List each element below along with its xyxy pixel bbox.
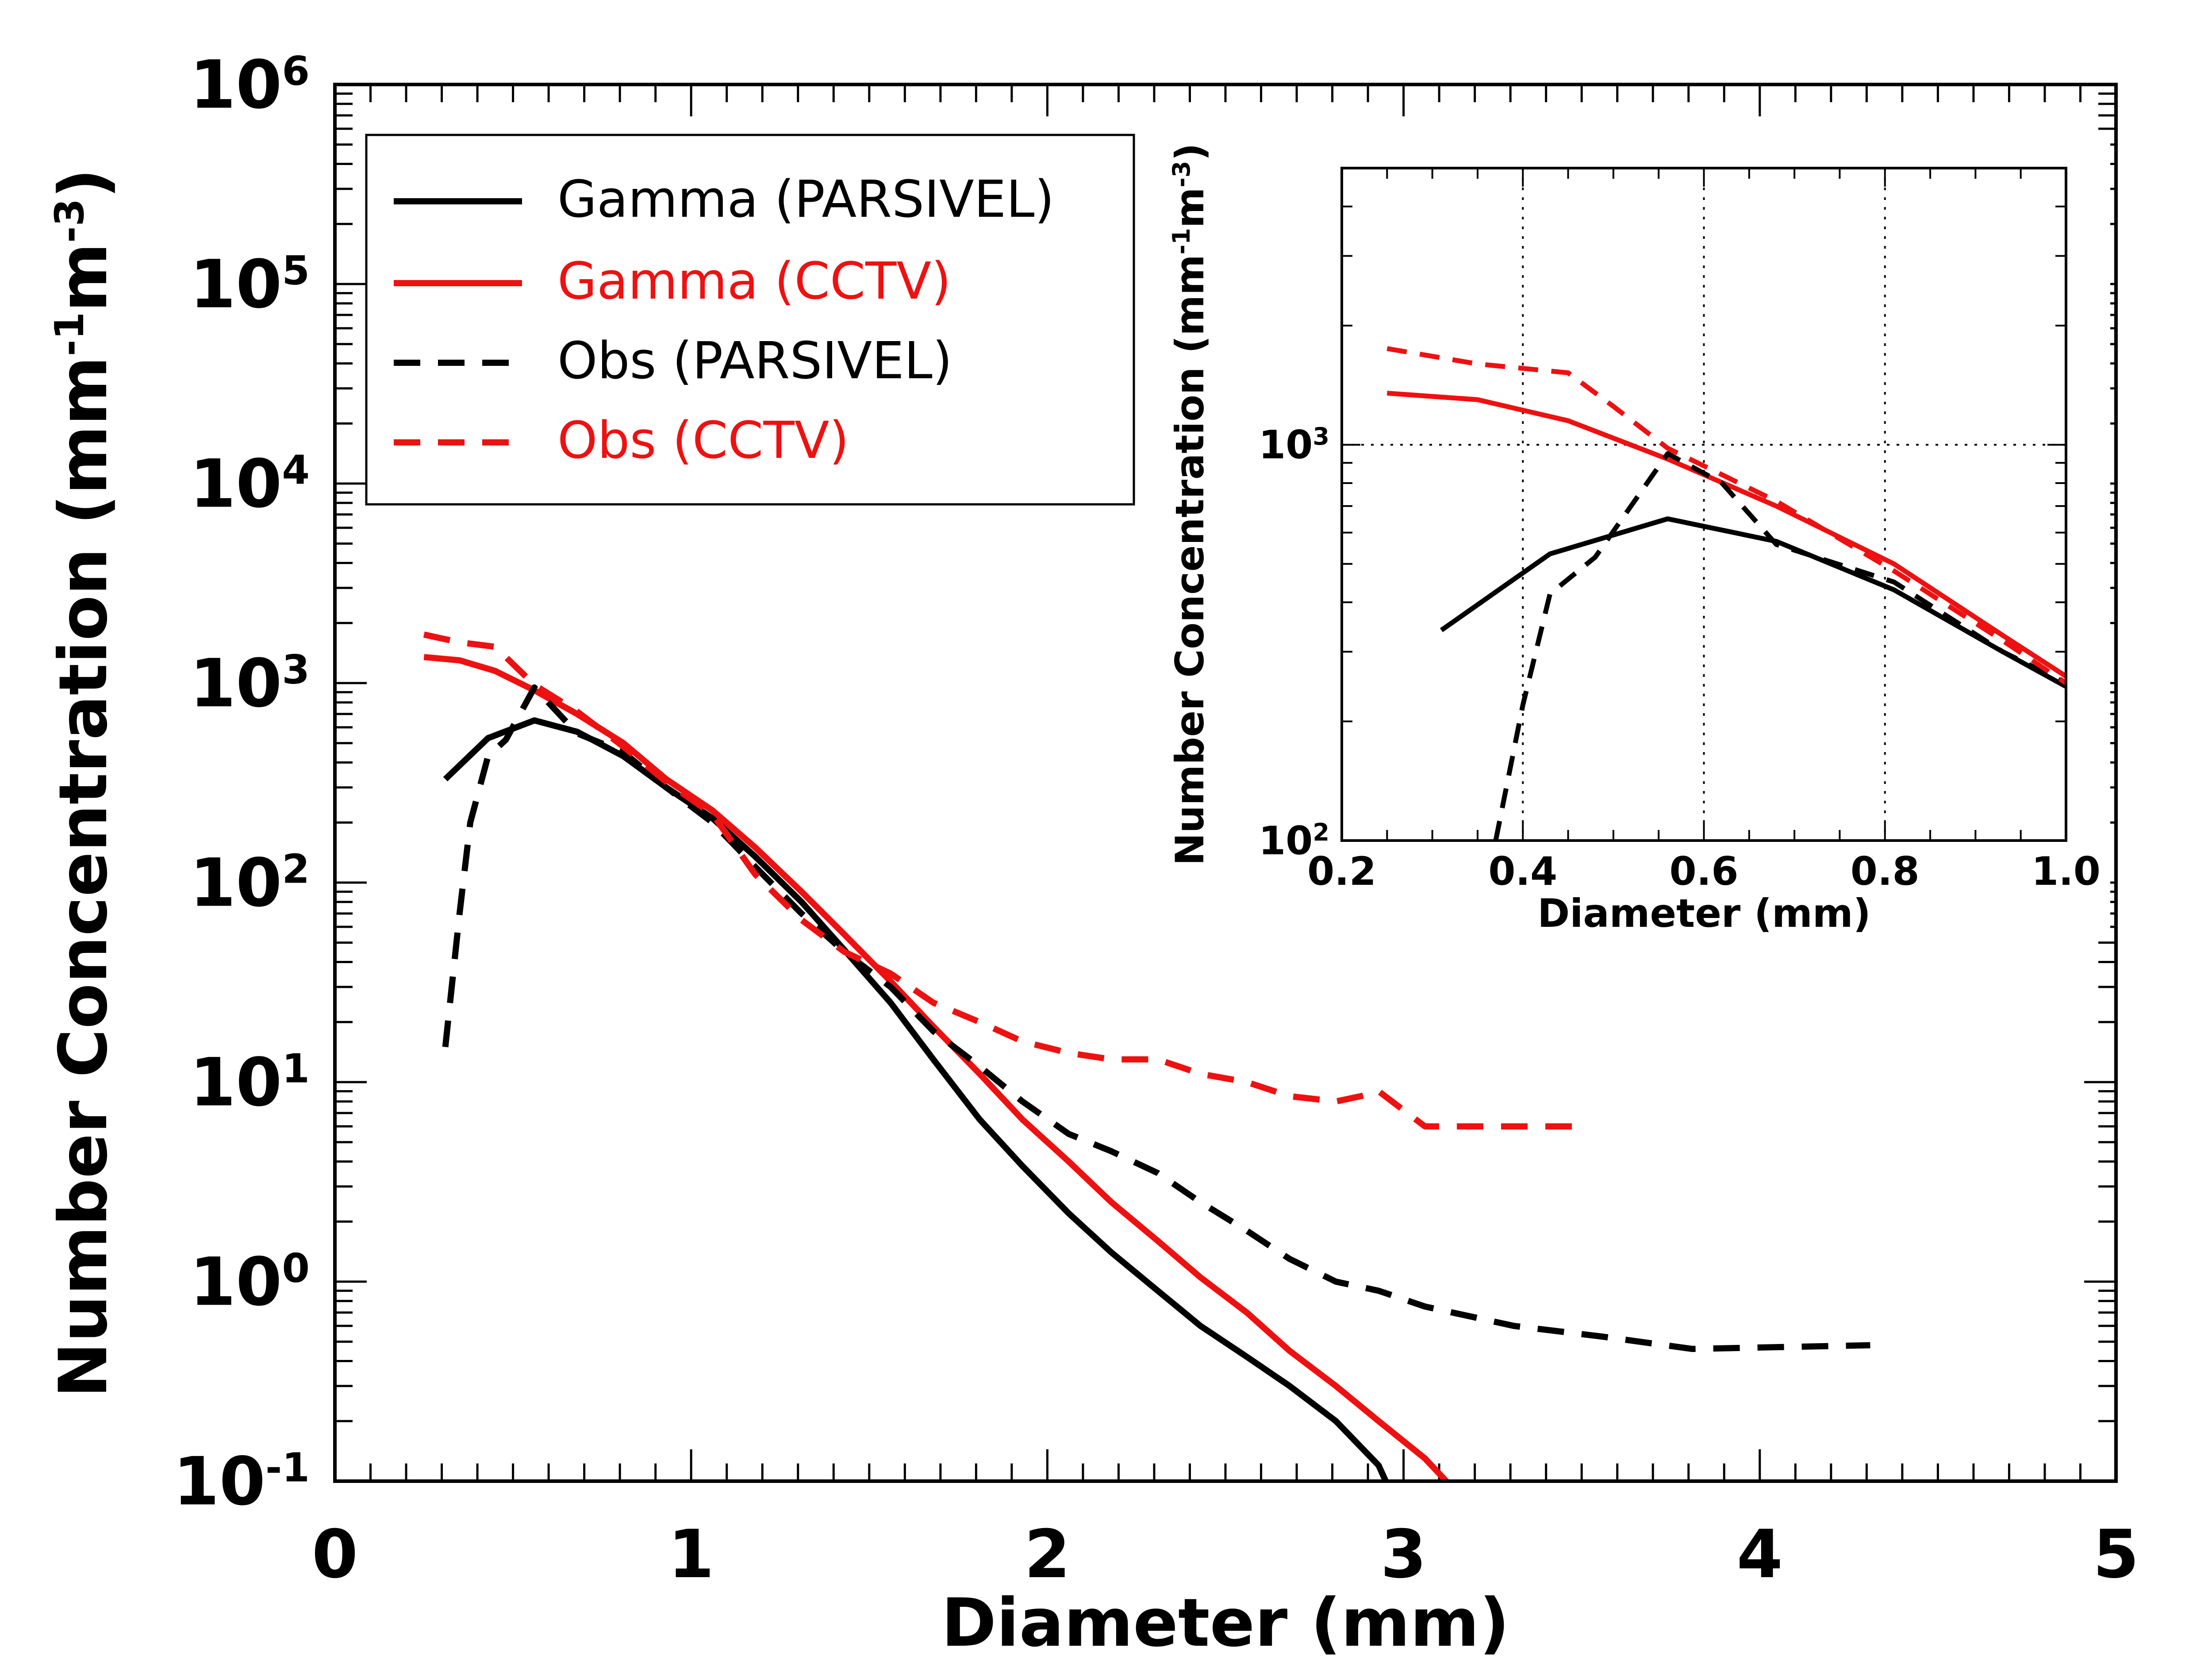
main-x-tick-label-2: 2: [1024, 1516, 1070, 1593]
legend-entry-obs-parsivel: Obs (PARSIVEL): [394, 331, 952, 391]
inset-x-tick-label-1-0: 1.0: [2032, 849, 2101, 894]
main-y-title-sup1: -1: [46, 312, 93, 356]
main-y-tick-label-exp: 5: [282, 247, 310, 294]
inset-x-axis-title: Diameter (mm): [1537, 891, 1871, 936]
legend-label-obs-parsivel: Obs (PARSIVEL): [557, 331, 952, 391]
main-y-tick-label-1e1: 10-1: [173, 1444, 310, 1521]
inset-grid: [1342, 168, 2066, 841]
inset-x-tick-label-0-4: 0.4: [1488, 849, 1557, 894]
inset-y-tick-label-exp: 2: [1313, 818, 1329, 846]
main-y-tick-label-exp: 4: [282, 447, 310, 493]
inset-y-tick-label-1e3: 103: [1259, 422, 1329, 468]
main-y-tick-label-exp: -1: [265, 1444, 310, 1491]
main-y-tick-label-exp: 3: [282, 646, 310, 693]
legend-entry-gamma-parsivel: Gamma (PARSIVEL): [394, 170, 1054, 229]
inset-y-tick-label-base: 10: [1259, 422, 1313, 468]
main-x-tick-label-4: 4: [1737, 1516, 1783, 1593]
main-y-tick-label-1e1: 101: [190, 1045, 310, 1121]
main-y-tick-label-exp: 2: [282, 846, 310, 892]
main-y-tick-label-exp: 0: [282, 1245, 310, 1291]
inset-ticks: [1341, 167, 2067, 841]
inset-y-title-mid: m: [1167, 188, 1213, 228]
main-x-tick-label-0: 0: [312, 1516, 358, 1593]
main-y-tick-label-base: 10: [190, 47, 282, 124]
main-y-tick-label-1e2: 102: [190, 845, 310, 922]
inset-plot-frame: [1340, 167, 2067, 842]
main-y-tick-label-base: 10: [190, 1045, 282, 1121]
main-y-tick-label-1e0: 100: [190, 1244, 310, 1321]
main-y-title-end: ): [45, 168, 122, 199]
main-y-tick-label-base: 10: [173, 1444, 265, 1521]
main-x-tick-label-5: 5: [2093, 1516, 2139, 1593]
inset-y-title-sup2: -3: [1167, 161, 1195, 188]
main-series-obs-cctv: [423, 631, 1582, 1130]
main-series-obs-parsivel: [442, 684, 1870, 1352]
main-x-tick-labels: 0 1 2 3 4 5: [312, 1516, 2139, 1593]
main-x-tick-label-1: 1: [668, 1516, 714, 1593]
legend: Gamma (PARSIVEL) Gamma (CCTV) Obs (PARSI…: [365, 134, 1135, 506]
main-y-tick-label-base: 10: [190, 446, 282, 523]
main-y-tick-label-base: 10: [190, 246, 282, 323]
main-y-title-base: Number Concentration (mm: [45, 356, 122, 1398]
legend-label-gamma-parsivel: Gamma (PARSIVEL): [557, 170, 1054, 229]
inset-x-tick-label-0-8: 0.8: [1851, 849, 1920, 894]
inset-y-title-sup1: -1: [1167, 228, 1195, 254]
inset-x-tick-label-0-6: 0.6: [1670, 849, 1739, 894]
inset-series: [1386, 346, 2066, 841]
inset-x-tick-label-0-2: 0.2: [1307, 849, 1376, 894]
inset-y-tick-label-1e2: 102: [1259, 818, 1329, 864]
main-y-tick-label-exp: 6: [282, 48, 310, 94]
main-y-title-mid: m: [45, 243, 122, 312]
main-y-tick-label-base: 10: [190, 645, 282, 722]
main-y-tick-label-1e6: 106: [190, 47, 310, 124]
main-y-title-sup2: -3: [46, 199, 93, 243]
main-y-axis-title: Number Concentration (mm-1m-3): [45, 168, 122, 1398]
main-y-tick-label-1e4: 104: [190, 446, 310, 523]
main-plot-frame: [333, 83, 2118, 1483]
legend-label-obs-cctv: Obs (CCTV): [557, 411, 849, 470]
legend-entry-gamma-cctv: Gamma (CCTV): [394, 252, 951, 311]
legend-label-gamma-cctv: Gamma (CCTV): [557, 252, 951, 311]
inset-y-tick-label-base: 10: [1259, 818, 1313, 864]
main-y-tick-label-1e5: 105: [190, 246, 310, 323]
main-x-axis-title: Diameter (mm): [941, 1585, 1510, 1659]
inset-y-tick-label-exp: 3: [1313, 422, 1329, 450]
inset-x-tick-labels: 0.2 0.4 0.6 0.8 1.0: [1307, 849, 2101, 894]
main-x-tick-label-3: 3: [1380, 1516, 1426, 1593]
inset-series-obs-parsivel: [1493, 451, 2066, 841]
main-series: [423, 631, 1870, 1481]
inset-y-axis-title: Number Concentration (mm-1m-3): [1167, 143, 1213, 865]
main-y-tick-label-base: 10: [190, 1244, 282, 1321]
main-y-tick-label-exp: 1: [282, 1045, 310, 1092]
inset-y-title-end: ): [1167, 143, 1213, 161]
inset-y-title-base: Number Concentration (mm: [1167, 254, 1213, 865]
inset-series-obs-cctv: [1386, 346, 2066, 685]
main-series-gamma-parsivel: [443, 717, 1389, 1481]
main-y-tick-label-1e3: 103: [190, 645, 310, 722]
main-y-tick-label-base: 10: [190, 845, 282, 922]
legend-entry-obs-cctv: Obs (CCTV): [394, 411, 849, 470]
